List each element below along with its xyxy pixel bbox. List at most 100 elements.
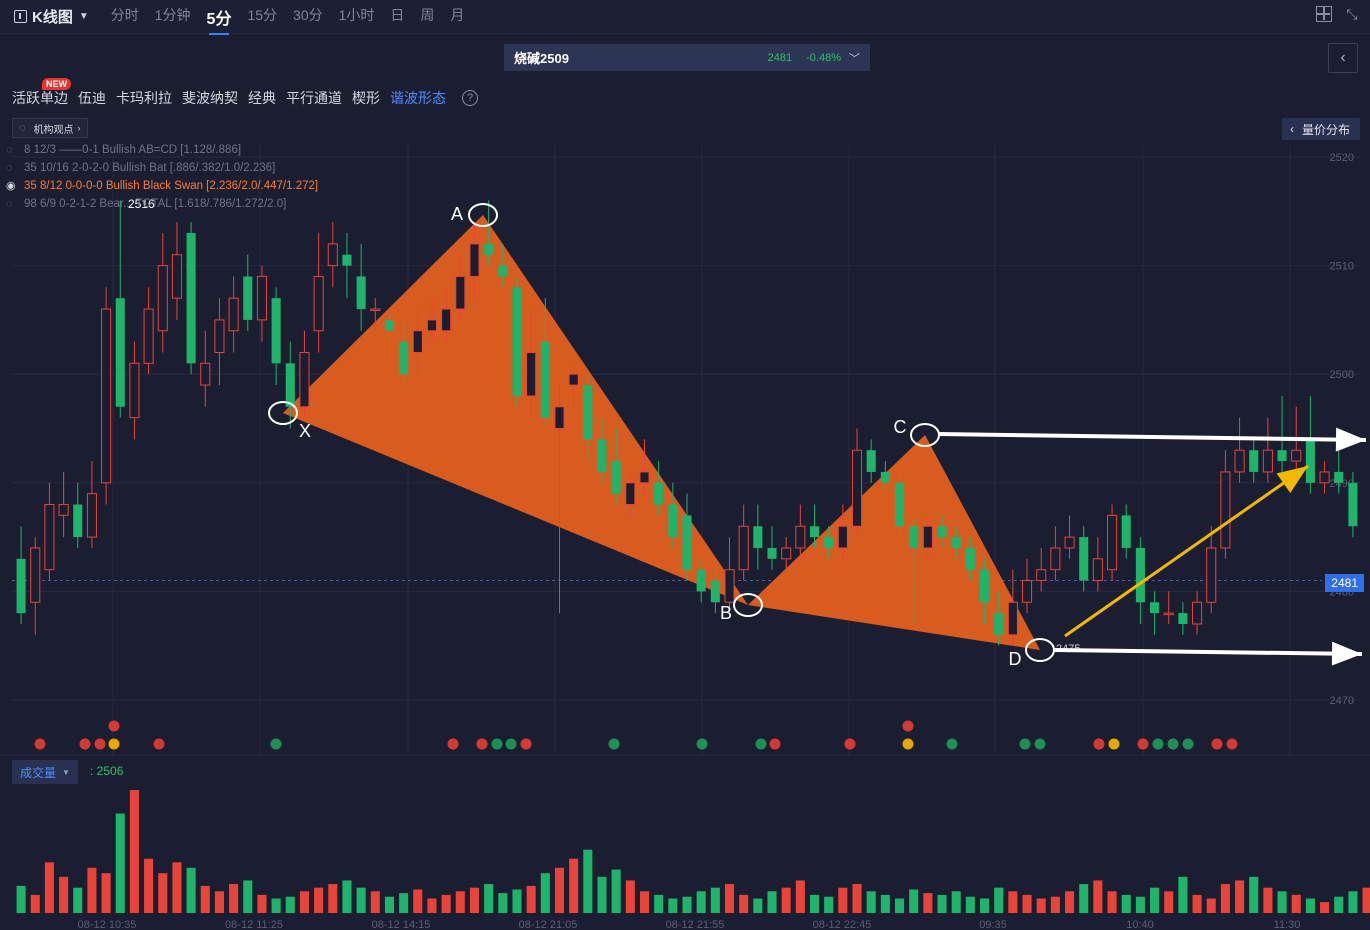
volume-bar [1206,898,1216,913]
candle-body [951,537,961,548]
volume-bar [540,873,550,913]
candle-body [922,525,933,549]
tool-item-6[interactable]: 楔形 [352,88,380,108]
y-tick-label: 2500 [1330,369,1354,381]
volume-bar [1178,876,1188,913]
tool-item-2[interactable]: 卡玛利拉 [116,88,172,108]
candle-body [738,525,749,571]
candle-body [1249,450,1259,472]
eye-off-icon[interactable]: ◌ [6,198,13,210]
x-tick-label: 11:30 [1274,919,1301,930]
candle-body [781,547,792,560]
point-circle-b [733,593,763,617]
signal-marker [153,738,165,750]
signal-marker [1019,738,1031,750]
volume-bar [101,873,111,913]
volume-bar [144,858,154,913]
candle-body [540,341,550,418]
arrow-support-head [1331,641,1362,666]
candle-body [30,547,41,603]
tab-period-1[interactable]: 1分钟 [154,6,191,23]
volume-bar [668,898,678,913]
x-tick-label: 08-12 21:55 [666,919,725,930]
eye-off-icon[interactable]: ◌ [6,144,13,156]
volume-bar [795,880,805,913]
point-label-a: A [451,204,463,224]
pattern-row[interactable]: ◌ 8 12/3 ——0-1 Bullish AB=CD [1.128/.886] [6,141,318,159]
x-tick-label: 08-12 21:05 [519,919,578,930]
shrink-icon[interactable]: ⤡ [1346,6,1358,22]
volume-indicator-selector[interactable]: 成交量 ▼ [12,760,78,784]
pattern-text: 35 10/16 2-0-2-0 Bullish Bat [.886/.382/… [24,162,276,174]
volume-bar [1164,891,1174,913]
candle-body [356,276,366,310]
volume-bar [781,887,791,913]
signal-marker [447,738,459,750]
symbol-selector[interactable]: 烧碱2509 2481 -0.48% ﹀ [504,44,870,71]
volume-bar [427,898,437,913]
caret-down-icon: ▼ [78,11,89,22]
pattern-row[interactable]: ◉ 35 8/12 0-0-0-0 Bullish Black Swan [2.2… [6,177,318,195]
volume-bar [172,862,182,913]
layout-grid-icon[interactable] [1316,6,1332,22]
arrow-target-head [1276,466,1308,494]
pattern-text: 8 12/3 ——0-1 Bullish AB=CD [1.128/.886] [24,144,242,156]
volume-bar [356,887,366,913]
candle-body [1135,547,1145,603]
volume-bar [583,849,593,913]
tab-period-0[interactable]: 分时 [110,6,139,23]
volume-bar [1334,896,1344,913]
tab-period-5[interactable]: 1小时 [338,6,375,23]
tool-item-7[interactable]: 谐波形态 [390,88,446,108]
tool-item-1[interactable]: 伍迪 [78,88,106,108]
pattern-row[interactable]: ◌ 35 10/16 2-0-2-0 Bullish Bat [.886/.382… [6,159,318,177]
tab-period-8[interactable]: 月 [450,6,465,23]
volume-profile-button[interactable]: ‹ 量价分布 [1281,118,1360,140]
pattern-row[interactable]: ◌ 98 6/9 0-2-1-2 Bear... TOTAL [1.618/.78… [6,195,318,213]
help-icon[interactable]: ? [462,90,478,106]
volume-bar [1362,887,1370,913]
new-badge: NEW [42,78,71,90]
candle-body [965,547,975,570]
eye-off-icon[interactable]: ◌ [6,162,13,174]
candle-body [1334,471,1344,483]
tool-item-4[interactable]: 经典 [248,88,276,108]
tab-period-7[interactable]: 周 [420,6,435,23]
candle-body [1220,471,1231,549]
tool-item-5[interactable]: 平行通道 [286,88,342,108]
volume-bar [455,891,465,913]
signal-marker [902,720,914,732]
tool-item-0[interactable]: 活跃单边 NEW [12,78,71,108]
volume-bar [299,891,309,913]
tool-item-3[interactable]: 斐波纳契 [182,88,238,108]
volume-bar [951,891,961,913]
volume-bar [73,887,83,913]
tab-period-3[interactable]: 15分 [247,6,278,23]
collapse-panel-button[interactable]: ‹ [1328,43,1358,73]
tab-period-6[interactable]: 日 [390,6,405,23]
candle-body [214,319,225,353]
chart-type-selector[interactable]: K线图 ▼ [14,6,89,27]
tool-label: 谐波形态 [390,90,446,106]
volume-bar [696,891,706,913]
top-toolbar: K线图 ▼ 分时 1分钟 5分 15分 30分 1小时日周月 ⤡ [0,0,1370,35]
institution-view-button[interactable]: ◌ 机构观点 › [12,118,88,138]
signal-marker [1108,738,1120,750]
candle-body [851,449,863,527]
candle-body [937,526,947,538]
candle-body [16,558,26,614]
volume-bar [342,880,352,913]
candle-body [1064,536,1075,549]
candle-body [484,243,494,255]
tab-period-2[interactable]: 5分 [207,5,231,35]
candle-body [143,308,154,364]
candle-body [243,276,253,320]
tab-period-4[interactable]: 30分 [293,6,323,23]
volume-bar [370,891,380,913]
eye-icon[interactable]: ◉ [6,180,16,192]
candle-body [866,450,876,472]
candle-body [327,243,338,267]
tool-label: 伍迪 [78,90,106,106]
candle-body [526,351,537,397]
